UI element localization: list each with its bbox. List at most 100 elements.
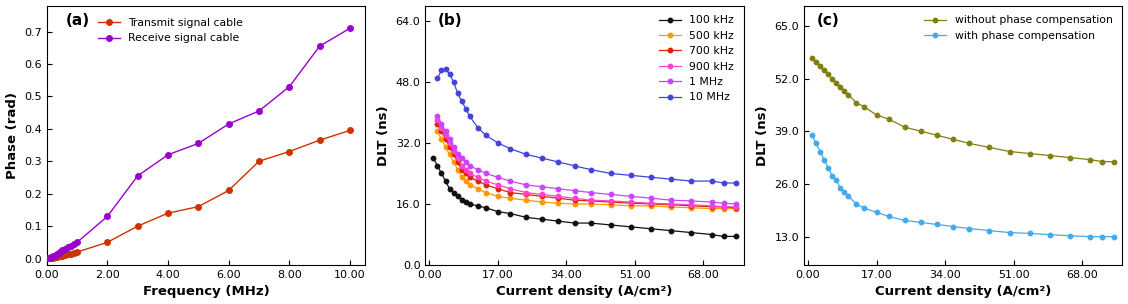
700 kHz — [536, 195, 549, 198]
900 kHz — [685, 203, 698, 206]
Transmit signal cable — [51, 255, 64, 258]
500 kHz — [729, 207, 742, 210]
Receive signal cable — [52, 251, 65, 255]
900 kHz — [431, 118, 444, 122]
1 MHz — [552, 187, 565, 191]
100 kHz — [705, 233, 719, 236]
Receive signal cable — [59, 247, 72, 250]
100 kHz — [729, 235, 742, 238]
1 MHz — [729, 202, 742, 206]
900 kHz — [459, 168, 473, 171]
Transmit signal cable — [43, 256, 56, 260]
1 MHz — [503, 179, 517, 183]
100 kHz — [443, 187, 457, 191]
10 MHz — [584, 168, 598, 171]
without phase compensation — [1064, 156, 1077, 159]
10 MHz — [472, 126, 485, 130]
900 kHz — [472, 175, 485, 179]
10 MHz — [503, 147, 517, 150]
100 kHz — [479, 206, 493, 210]
without phase compensation — [982, 146, 996, 149]
900 kHz — [729, 205, 742, 209]
Receive signal cable — [131, 174, 144, 178]
10 MHz — [439, 67, 452, 70]
Y-axis label: DLT (ns): DLT (ns) — [377, 105, 390, 166]
500 kHz — [536, 200, 549, 204]
1 MHz — [519, 183, 532, 187]
Line: 500 kHz: 500 kHz — [435, 129, 738, 211]
with phase compensation — [898, 219, 911, 222]
100 kHz — [459, 200, 473, 204]
with phase compensation — [821, 166, 835, 170]
700 kHz — [503, 191, 517, 194]
Transmit signal cable — [64, 252, 78, 255]
10 MHz — [519, 153, 532, 156]
1 MHz — [705, 200, 719, 204]
500 kHz — [455, 175, 468, 179]
without phase compensation — [841, 93, 855, 97]
without phase compensation — [826, 77, 839, 80]
Transmit signal cable — [46, 256, 60, 259]
without phase compensation — [1108, 160, 1121, 164]
700 kHz — [434, 130, 448, 133]
900 kHz — [584, 198, 598, 202]
10 MHz — [729, 181, 742, 185]
100 kHz — [685, 231, 698, 234]
10 MHz — [603, 172, 617, 175]
with phase compensation — [849, 202, 863, 206]
500 kHz — [479, 191, 493, 194]
Transmit signal cable — [42, 256, 55, 260]
10 MHz — [434, 69, 448, 72]
900 kHz — [624, 200, 637, 204]
Line: 100 kHz: 100 kHz — [431, 156, 738, 239]
100 kHz — [426, 156, 440, 160]
100 kHz — [462, 202, 476, 206]
Receive signal cable — [51, 252, 64, 256]
without phase compensation — [813, 64, 827, 68]
Transmit signal cable — [44, 256, 58, 259]
900 kHz — [536, 193, 549, 196]
with phase compensation — [818, 158, 831, 161]
900 kHz — [552, 195, 565, 198]
Text: (a): (a) — [65, 13, 90, 28]
Transmit signal cable — [312, 138, 326, 142]
900 kHz — [664, 202, 678, 206]
Receive signal cable — [222, 122, 236, 126]
without phase compensation — [1095, 160, 1109, 164]
500 kHz — [451, 168, 465, 171]
700 kHz — [431, 122, 444, 126]
Receive signal cable — [55, 249, 69, 252]
10 MHz — [451, 92, 465, 95]
X-axis label: Current density (A/cm²): Current density (A/cm²) — [496, 285, 672, 299]
without phase compensation — [1003, 150, 1016, 153]
without phase compensation — [1083, 158, 1096, 161]
Receive signal cable — [61, 245, 74, 249]
10 MHz — [536, 156, 549, 160]
10 MHz — [705, 179, 719, 183]
900 kHz — [447, 149, 460, 152]
with phase compensation — [1095, 235, 1109, 238]
Transmit signal cable — [49, 255, 62, 259]
500 kHz — [491, 195, 504, 198]
100 kHz — [552, 219, 565, 223]
700 kHz — [729, 206, 742, 210]
Transmit signal cable — [222, 188, 236, 192]
without phase compensation — [1023, 152, 1037, 155]
Line: 1 MHz: 1 MHz — [435, 114, 738, 206]
without phase compensation — [882, 117, 896, 121]
100 kHz — [644, 227, 658, 231]
10 MHz — [459, 107, 473, 110]
1 MHz — [491, 175, 504, 179]
100 kHz — [439, 179, 452, 183]
1 MHz — [472, 168, 485, 171]
with phase compensation — [982, 229, 996, 232]
700 kHz — [451, 160, 465, 164]
1 MHz — [443, 137, 457, 141]
100 kHz — [519, 216, 532, 219]
Legend: without phase compensation, with phase compensation: without phase compensation, with phase c… — [920, 11, 1117, 45]
with phase compensation — [838, 190, 852, 194]
100 kHz — [664, 229, 678, 233]
with phase compensation — [805, 133, 819, 137]
900 kHz — [455, 164, 468, 168]
100 kHz — [503, 212, 517, 215]
